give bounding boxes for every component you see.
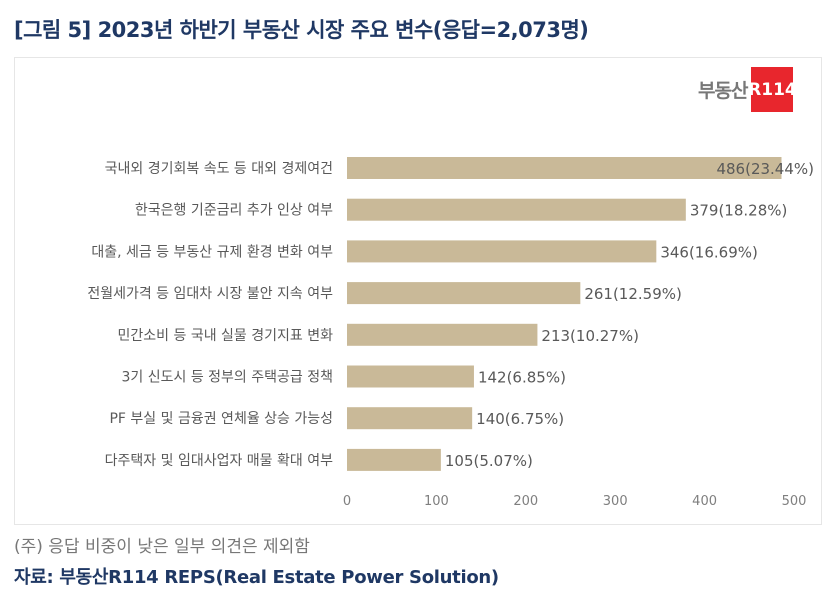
category-label: 3기 신도시 등 정부의 주택공급 정책: [122, 370, 333, 386]
bar: [347, 157, 782, 179]
footnote: (주) 응답 비중이 낮은 일부 의견은 제외함: [14, 537, 310, 557]
bar: [347, 282, 581, 305]
category-label: PF 부실 및 금융권 연체율 상승 가능성: [109, 411, 333, 427]
data-label: 379(18.28%): [690, 202, 788, 220]
x-tick-label: 500: [782, 494, 807, 509]
source-line: 자료: 부동산R114 REPS(Real Estate Power Solut…: [14, 567, 499, 588]
bar: [347, 323, 538, 346]
x-tick-label: 0: [343, 494, 351, 509]
data-label: 140(6.75%): [476, 410, 564, 428]
data-label: 261(12.59%): [584, 285, 682, 303]
logo-text: 부동산: [698, 80, 748, 102]
category-label: 국내외 경기회복 속도 등 대외 경제여건: [105, 161, 333, 177]
bar: [347, 365, 474, 388]
x-tick-label: 400: [692, 494, 717, 509]
r114-logo: 부동산 R114: [698, 67, 797, 112]
x-tick-label: 100: [424, 494, 449, 509]
x-tick-label: 200: [513, 494, 538, 509]
category-label: 전월세가격 등 임대차 시장 불안 지속 여부: [87, 286, 333, 302]
category-label: 대출, 세금 등 부동산 규제 환경 변화 여부: [91, 244, 333, 260]
bar: [347, 240, 657, 263]
data-label: 142(6.85%): [478, 369, 566, 387]
data-label: 346(16.69%): [660, 243, 758, 261]
bar: [347, 407, 473, 430]
data-label: 213(10.27%): [541, 327, 639, 345]
bar: [347, 448, 441, 471]
figure-title: [그림 5] 2023년 하반기 부동산 시장 주요 변수(응답=2,073명): [14, 18, 589, 42]
x-tick-label: 300: [603, 494, 628, 509]
logo-badge: R114: [748, 67, 797, 112]
data-label: 486(23.44%): [716, 160, 814, 178]
data-label: 105(5.07%): [445, 452, 533, 470]
bar: [347, 198, 686, 221]
category-label: 한국은행 기준금리 추가 인상 여부: [135, 203, 333, 219]
category-label: 민간소비 등 국내 실물 경기지표 변화: [118, 328, 334, 344]
category-label: 다주택자 및 임대사업자 매물 확대 여부: [105, 453, 333, 469]
